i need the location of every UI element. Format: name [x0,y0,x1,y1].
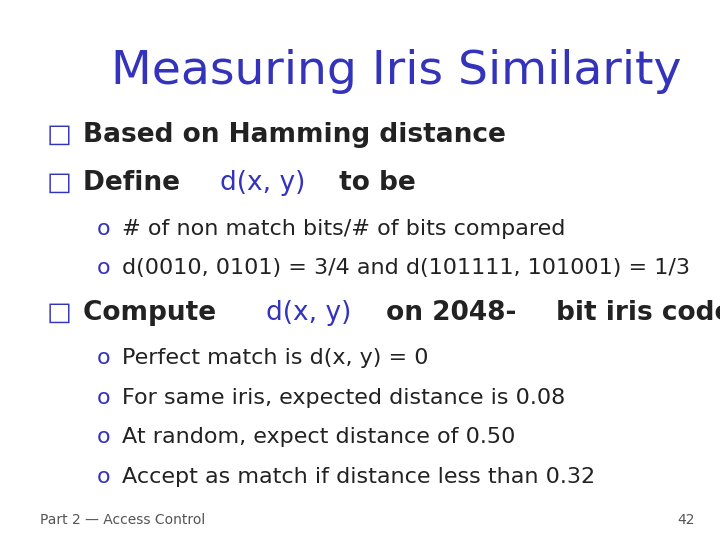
Text: Perfect match is d(x, y) = 0: Perfect match is d(x, y) = 0 [122,348,429,368]
Text: Compute: Compute [83,300,225,326]
Text: to be: to be [330,170,415,196]
Text: o: o [97,467,111,487]
Text: d(x, y): d(x, y) [266,300,352,326]
Text: Accept as match if distance less than 0.32: Accept as match if distance less than 0.… [122,467,595,487]
Text: Define: Define [83,170,189,196]
Text: Part 2 — Access Control: Part 2 — Access Control [40,512,205,526]
Text: o: o [97,427,111,447]
Text: □: □ [47,122,72,147]
Text: d(x, y): d(x, y) [220,170,305,196]
Text: At random, expect distance of 0.50: At random, expect distance of 0.50 [122,427,516,447]
Text: Measuring Iris Similarity: Measuring Iris Similarity [111,49,681,93]
Text: o: o [97,219,111,239]
Text: o: o [97,348,111,368]
Text: Based on Hamming distance: Based on Hamming distance [83,122,505,147]
Text: 42: 42 [678,512,695,526]
Text: For same iris, expected distance is 0.08: For same iris, expected distance is 0.08 [122,388,566,408]
Text: o: o [97,388,111,408]
Text: on 2048-: on 2048- [377,300,516,326]
Text: o: o [97,258,111,278]
Text: d(0010, 0101) = 3/4 and d(101111, 101001) = 1/3: d(0010, 0101) = 3/4 and d(101111, 101001… [122,258,690,278]
Text: □: □ [47,300,72,326]
Text: # of non match bits/# of bits compared: # of non match bits/# of bits compared [122,219,566,239]
Text: bit iris code: bit iris code [557,300,720,326]
Text: □: □ [47,170,72,196]
